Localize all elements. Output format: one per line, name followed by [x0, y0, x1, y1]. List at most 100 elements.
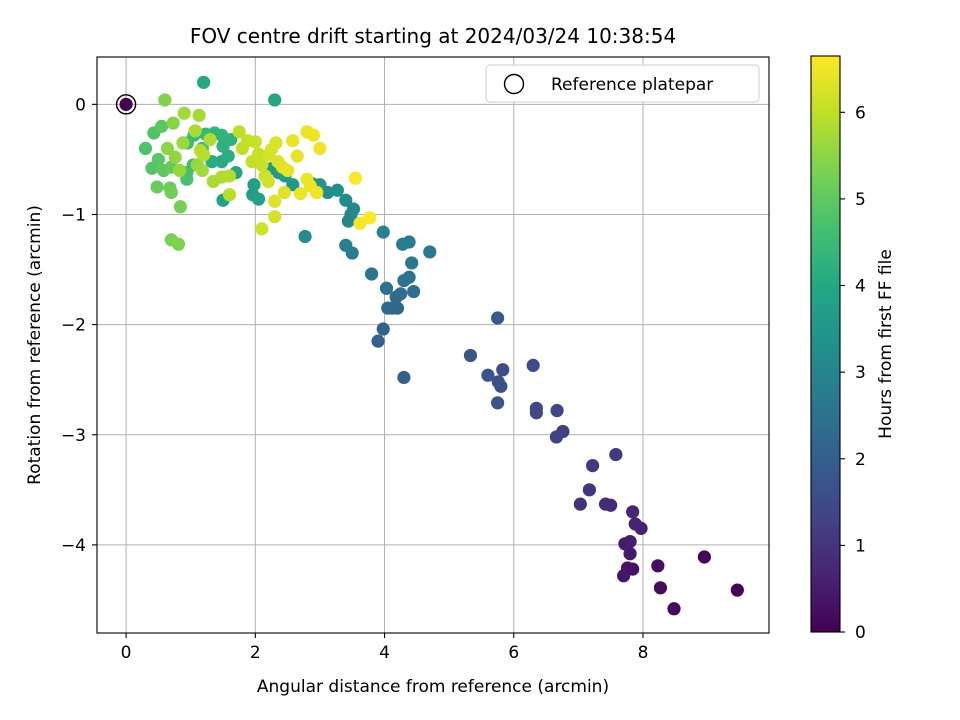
data-point: [550, 403, 564, 418]
data-point: [164, 185, 178, 200]
data-point: [494, 379, 508, 393]
colorbar-tick-label: 3: [855, 363, 866, 383]
data-point: [197, 75, 211, 89]
data-point: [192, 108, 206, 122]
legend-label: Reference platepar: [551, 75, 713, 95]
colorbar-label: Hours from first FF file: [876, 249, 896, 439]
data-point: [197, 148, 211, 162]
legend-box: [485, 64, 760, 103]
colorbar-gradient: [811, 56, 840, 632]
data-point: [376, 225, 390, 239]
reference-marker-group: [115, 94, 137, 115]
data-point: [313, 141, 327, 156]
data-point: [363, 211, 377, 225]
data-point: [155, 119, 169, 133]
colorbar-tick-label: 4: [855, 277, 866, 297]
data-point: [255, 222, 269, 236]
colorbar-tick-label: 5: [855, 190, 866, 210]
data-point: [277, 185, 291, 200]
data-point: [371, 334, 385, 348]
data-point: [269, 136, 283, 150]
data-point: [251, 147, 266, 161]
data-point: [188, 124, 202, 138]
data-point: [222, 188, 237, 202]
data-point: [203, 133, 217, 147]
data-point: [365, 267, 379, 281]
data-point: [171, 237, 186, 251]
data-points: [138, 75, 744, 616]
data-point: [268, 210, 282, 224]
data-point: [160, 141, 175, 156]
data-point: [549, 430, 564, 444]
colorbar-ticks: 0 1 2 3 4 5 6: [840, 103, 866, 643]
data-point: [626, 505, 640, 519]
data-point: [222, 169, 237, 183]
data-point: [379, 281, 394, 295]
data-point: [195, 163, 209, 178]
reference-platepar-marker: [115, 94, 137, 115]
x-tick-label: 0: [121, 643, 132, 663]
data-point: [402, 235, 416, 249]
data-point: [138, 141, 153, 156]
x-axis-label: Angular distance from reference (arcmin): [257, 677, 609, 697]
data-point: [481, 368, 495, 382]
colorbar-tick-label: 6: [855, 103, 866, 123]
data-point: [173, 200, 187, 214]
data-point: [730, 583, 744, 597]
colorbar-frame: [810, 55, 841, 633]
data-point: [261, 174, 275, 189]
data-point: [255, 158, 269, 172]
data-point: [381, 301, 395, 315]
data-point: [586, 458, 600, 473]
data-point: [286, 134, 300, 148]
legend: Reference platepar: [485, 64, 760, 103]
data-point: [651, 559, 665, 573]
data-point: [529, 406, 543, 420]
y-axis-ticks: 0 −1 −2 −3 −4: [61, 95, 97, 556]
data-point: [628, 517, 642, 531]
data-point: [402, 270, 416, 284]
data-point: [268, 93, 282, 107]
data-point: [293, 186, 308, 201]
y-tick-label: −4: [61, 536, 86, 556]
data-point: [405, 256, 419, 270]
data-point: [353, 216, 367, 230]
data-point: [667, 602, 681, 616]
data-point: [609, 447, 623, 462]
data-point: [423, 245, 437, 259]
data-point: [180, 172, 194, 186]
x-tick-label: 2: [250, 643, 261, 663]
plot-frame: [96, 56, 770, 634]
data-point: [573, 497, 587, 511]
y-tick-label: −3: [61, 426, 86, 446]
x-tick-label: 8: [638, 643, 649, 663]
data-point: [251, 192, 266, 206]
plot-area: [97, 57, 769, 633]
data-point: [526, 358, 540, 372]
y-tick-label: −2: [61, 316, 86, 336]
data-point: [151, 152, 165, 167]
data-point: [582, 483, 596, 497]
colorbar-tick-label: 0: [855, 623, 866, 643]
data-point: [298, 229, 312, 244]
data-point: [394, 287, 408, 301]
colorbar-tick-label: 1: [855, 536, 866, 556]
x-axis-ticks: 0 2 4 6 8: [121, 633, 649, 663]
chart-title: FOV centre drift starting at 2024/03/24 …: [190, 24, 676, 48]
colorbar: 0 1 2 3 4 5 6 Hours from first FF file: [810, 55, 896, 643]
data-point: [496, 363, 510, 377]
data-point: [173, 163, 187, 178]
data-point: [158, 93, 172, 107]
data-point: [623, 534, 637, 549]
data-point: [150, 180, 164, 194]
data-point: [330, 183, 344, 197]
data-point: [166, 116, 180, 130]
data-point: [348, 171, 363, 185]
y-tick-label: 0: [75, 95, 86, 115]
data-point: [232, 125, 246, 139]
data-point: [286, 178, 300, 192]
data-point: [617, 569, 631, 583]
x-tick-label: 4: [379, 643, 390, 663]
data-point: [339, 193, 353, 207]
